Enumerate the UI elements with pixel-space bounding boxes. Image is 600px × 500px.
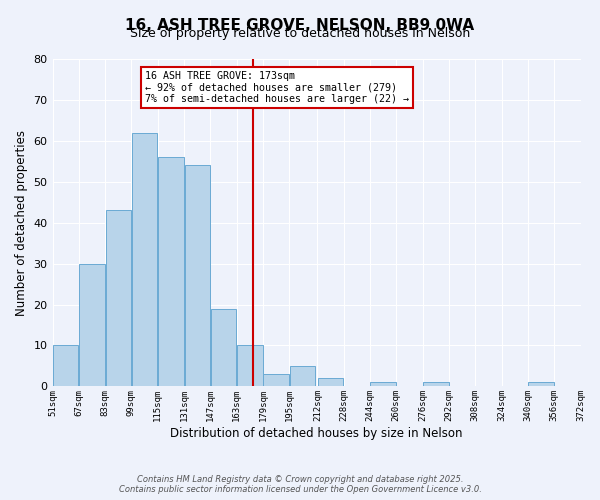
Bar xyxy=(53,346,79,387)
X-axis label: Distribution of detached houses by size in Nelson: Distribution of detached houses by size … xyxy=(170,427,463,440)
Bar xyxy=(237,346,263,387)
Text: 16, ASH TREE GROVE, NELSON, BB9 0WA: 16, ASH TREE GROVE, NELSON, BB9 0WA xyxy=(125,18,475,32)
Bar xyxy=(370,382,396,386)
Bar xyxy=(528,382,554,386)
Bar xyxy=(263,374,289,386)
Bar xyxy=(290,366,315,386)
Bar xyxy=(185,166,210,386)
Text: 16 ASH TREE GROVE: 173sqm
← 92% of detached houses are smaller (279)
7% of semi-: 16 ASH TREE GROVE: 173sqm ← 92% of detac… xyxy=(145,72,409,104)
Bar xyxy=(158,157,184,386)
Bar xyxy=(132,132,157,386)
Bar xyxy=(79,264,105,386)
Text: Contains HM Land Registry data © Crown copyright and database right 2025.
Contai: Contains HM Land Registry data © Crown c… xyxy=(119,474,481,494)
Y-axis label: Number of detached properties: Number of detached properties xyxy=(15,130,28,316)
Bar xyxy=(211,308,236,386)
Text: Size of property relative to detached houses in Nelson: Size of property relative to detached ho… xyxy=(130,28,470,40)
Bar xyxy=(423,382,449,386)
Bar xyxy=(106,210,131,386)
Bar xyxy=(318,378,343,386)
